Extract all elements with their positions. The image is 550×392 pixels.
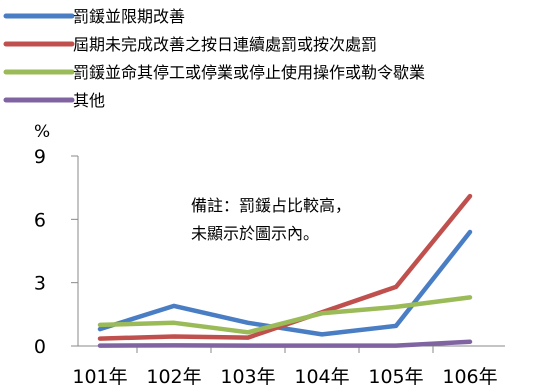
- legend-label: 罰鍰並限期改善: [73, 7, 185, 26]
- annotation-note-line: 未顯示於圖示內。: [191, 224, 319, 243]
- x-tick-label: 101年: [72, 366, 127, 388]
- x-ticks: 101年 102年 103年 104年 105年 106年: [72, 346, 498, 388]
- x-tick-label: 106年: [442, 366, 497, 388]
- legend-label: 罰鍰並命其停工或停業或停止使用操作或勒令歇業: [73, 63, 425, 82]
- series-line: [97, 295, 473, 335]
- y-tick-label: 0: [34, 336, 46, 358]
- annotation-note-line: 備註：罰鍰占比較高，: [191, 196, 351, 215]
- legend-label: 其他: [73, 91, 105, 110]
- annotation-note: 備註：罰鍰占比較高， 未顯示於圖示內。: [191, 196, 351, 243]
- legend-label: 屆期未完成改善之按日連續處罰或按次處罰: [73, 35, 377, 54]
- x-tick-label: 105年: [368, 366, 423, 388]
- y-tick-label: 3: [34, 273, 46, 295]
- series-line: [97, 193, 473, 341]
- y-tick-label: 6: [34, 209, 46, 231]
- y-tick-label: 9: [34, 146, 46, 168]
- x-tick-label: 103年: [220, 366, 275, 388]
- series-line: [97, 229, 473, 337]
- y-ticks: 0 3 6 9: [34, 146, 78, 358]
- series-lines: [97, 193, 473, 348]
- x-tick-label: 104年: [294, 366, 349, 388]
- x-tick-label: 102年: [146, 366, 201, 388]
- series-line: [97, 339, 473, 348]
- legend: 罰鍰並限期改善屆期未完成改善之按日連續處罰或按次處罰罰鍰並命其停工或停業或停止使…: [3, 7, 425, 110]
- y-axis-unit-label: %: [34, 122, 50, 142]
